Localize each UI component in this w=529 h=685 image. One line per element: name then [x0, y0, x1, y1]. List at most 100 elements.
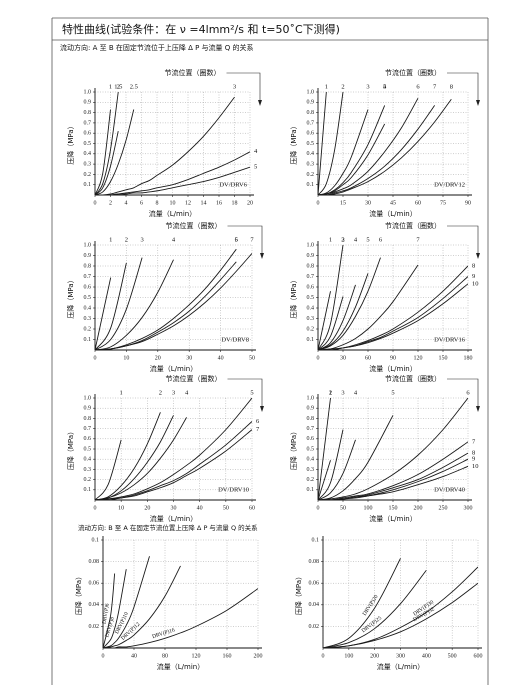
x-tick-label: 40 [131, 653, 137, 659]
x-tick-label: 160 [223, 653, 232, 659]
curve-label: 4 [254, 148, 258, 155]
curve-label: 2 [117, 83, 120, 90]
y-tick-label: 0.8 [84, 263, 92, 269]
x-tick-label: 20 [155, 355, 161, 361]
curve-label: 1 [329, 389, 332, 396]
curve [95, 248, 237, 350]
y-tick-label: 0.6 [84, 284, 92, 290]
x-tick-label: 80 [162, 653, 168, 659]
flow-direction-ba: 流动方向: B 至 A 在固定节流位置上压降 Δ P 与流量 Q 的关系 [78, 523, 258, 532]
curve [318, 105, 386, 195]
y-tick-label: 1.0 [307, 242, 315, 248]
arrow-head [476, 100, 480, 106]
model-label: DV/DRV8 [221, 336, 249, 343]
curve-label: 6 [256, 418, 260, 425]
y-tick-label: 1.0 [84, 242, 92, 248]
y-tick-label: 0.2 [84, 326, 92, 332]
curve [318, 397, 331, 500]
curve [95, 412, 161, 500]
x-tick-label: 250 [439, 505, 448, 511]
throttle-position-label: 节流位置（圈数） [385, 374, 441, 383]
x-tick-label: 200 [370, 653, 379, 659]
curve-label: 10 [472, 280, 479, 287]
curve [323, 558, 401, 648]
curve-label: 3 [172, 389, 175, 396]
model-label: DV/DRV12 [434, 181, 465, 188]
curve [318, 257, 381, 350]
curve-label: 2 [329, 389, 332, 396]
model-label: DV/DRV16 [434, 336, 466, 343]
y-axis-label: 压降（MPa） [289, 122, 298, 164]
page-title: 特性曲线(试验条件：在 ν =4lmm²/s 和 t=50˚C下测得) [62, 22, 340, 36]
curve [95, 417, 187, 500]
curve [318, 397, 468, 500]
x-tick-label: 50 [223, 505, 229, 511]
y-tick-label: 0.02 [89, 624, 100, 630]
curve-label: DRV(P)16 [151, 626, 176, 640]
curve [95, 131, 119, 195]
x-tick-label: 2 [109, 200, 112, 206]
y-tick-label: 0.2 [307, 172, 315, 178]
curve-label: 5 [254, 164, 257, 171]
y-tick-label: 0.2 [307, 326, 315, 332]
curve-label: 5 [366, 236, 369, 243]
y-tick-label: 0.7 [84, 274, 92, 280]
x-tick-label: 20 [247, 200, 253, 206]
x-tick-label: 600 [474, 653, 483, 659]
curve-label: 4 [185, 389, 189, 396]
x-tick-label: 16 [216, 200, 222, 206]
y-tick-label: 0.6 [307, 284, 315, 290]
y-tick-label: 0.1 [84, 337, 92, 343]
x-tick-label: 50 [249, 355, 255, 361]
arrow [227, 225, 263, 257]
y-tick-label: 0.04 [89, 602, 100, 608]
x-tick-label: 60 [249, 505, 255, 511]
x-tick-label: 10 [170, 200, 176, 206]
chart: 0.02 0.04 0.06 0.08 0.1 0 100 200 300 400 500 600 流量… [294, 536, 483, 671]
y-tick-label: 0.6 [307, 131, 315, 137]
x-tick-label: 150 [439, 355, 448, 361]
curve-label: 4 [354, 389, 358, 396]
x-tick-label: 400 [422, 653, 431, 659]
y-tick-label: 0.4 [307, 457, 315, 463]
model-label: DV/DRV40 [434, 486, 465, 493]
curve [318, 284, 356, 350]
curve [318, 283, 468, 350]
curve [318, 109, 369, 195]
x-axis-label: 流量（L/min） [150, 514, 197, 523]
y-tick-label: 0.02 [309, 624, 320, 630]
x-tick-label: 12 [185, 200, 191, 206]
curve-label: 3 [140, 236, 143, 243]
y-tick-label: 0.7 [307, 426, 315, 432]
curve-label: 2 [125, 236, 128, 243]
curve [95, 166, 250, 195]
y-tick-label: 0.3 [84, 467, 92, 473]
x-axis-label: 流量（L/min） [369, 514, 416, 523]
x-tick-label: 200 [414, 505, 423, 511]
curve-label: 4 [354, 236, 358, 243]
y-tick-label: 0.8 [84, 416, 92, 422]
x-tick-label: 0 [317, 505, 320, 511]
x-tick-label: 180 [464, 355, 473, 361]
x-tick-label: 18 [232, 200, 238, 206]
curve-label: 3 [366, 83, 369, 90]
curve [318, 296, 344, 350]
curve [318, 244, 344, 350]
curve-label: 8 [472, 450, 475, 457]
curve-label: 6 [466, 389, 470, 396]
curve [318, 98, 452, 195]
y-tick-label: 0.5 [84, 446, 92, 452]
curve [318, 105, 436, 195]
curve [95, 277, 112, 350]
x-axis-label: 流量（L/min） [369, 209, 416, 218]
curve-label: 1 [109, 83, 112, 90]
arrow [447, 225, 479, 257]
y-axis-label: 压降（MPa） [289, 428, 298, 470]
x-tick-label: 500 [448, 653, 457, 659]
throttle-position-label: 节流位置（圈数） [385, 221, 441, 230]
curve [318, 460, 331, 500]
curve [318, 91, 344, 195]
curve-label: 7 [433, 83, 437, 90]
curve [95, 96, 235, 195]
